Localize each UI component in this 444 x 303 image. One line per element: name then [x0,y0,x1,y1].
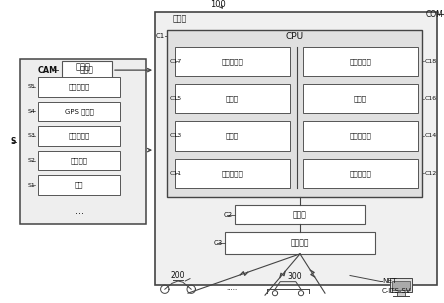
Bar [62,61,112,79]
Text: C11: C11 [170,171,182,176]
Bar [397,292,405,296]
Text: S5: S5 [27,84,35,89]
Bar [38,175,120,195]
Bar [175,158,290,188]
Text: C16: C16 [425,96,437,101]
Bar [303,121,418,151]
Bar [303,47,418,76]
Text: C-ITS-SV: C-ITS-SV [382,288,412,294]
Text: 摄像机: 摄像机 [80,66,94,75]
Text: 确定部: 确定部 [226,95,239,102]
Bar [303,84,418,113]
Text: CAM: CAM [38,66,58,75]
Text: 传感器: 传感器 [75,63,91,72]
Text: GPS 传感器: GPS 传感器 [64,108,93,115]
Bar [20,59,146,225]
Text: 200: 200 [171,271,185,280]
Bar [235,205,365,225]
Text: S2: S2 [27,158,35,163]
Bar [303,158,418,188]
Text: CPU: CPU [285,32,304,41]
Text: ···: ··· [75,210,83,220]
Text: 通信装置: 通信装置 [291,238,309,248]
Text: C17: C17 [170,59,182,64]
Bar [175,121,290,151]
Text: 速度传感器: 速度传感器 [68,84,90,90]
Text: 方位传感器: 方位传感器 [68,133,90,139]
Text: 报告部: 报告部 [354,95,367,102]
Text: C15: C15 [170,96,182,101]
Text: C1: C1 [156,33,165,39]
Text: C2: C2 [224,211,233,218]
Text: C18: C18 [425,59,437,64]
Text: 位置比较部: 位置比较部 [349,133,372,139]
Text: S4: S4 [27,109,35,114]
Bar [167,30,422,197]
Text: 图像处理部: 图像处理部 [222,58,243,65]
Text: 300: 300 [288,272,302,281]
Text: .....: ..... [226,285,238,291]
Bar [392,281,410,290]
Bar [225,232,375,254]
Bar [38,126,120,146]
Text: 车辆控制部: 车辆控制部 [349,58,372,65]
Bar [38,102,120,121]
Bar [38,77,120,97]
Bar [155,12,437,285]
Bar [175,84,290,113]
Text: 雷达: 雷达 [75,182,83,188]
Text: C14: C14 [425,133,437,138]
Text: S: S [11,137,16,146]
Text: NET: NET [382,278,396,285]
Bar [390,278,412,292]
Text: 判定部: 判定部 [226,133,239,139]
Text: 存储器: 存储器 [293,210,307,219]
Text: 光学雷达: 光学雷达 [71,157,87,164]
Bar [175,47,290,76]
Text: COM: COM [425,10,443,18]
Text: 速度比较部: 速度比较部 [349,170,372,177]
Text: 计算机: 计算机 [173,15,187,24]
Text: 信息获取部: 信息获取部 [222,170,243,177]
Bar [38,151,120,170]
Text: 100: 100 [210,0,226,9]
Text: S1: S1 [27,183,35,188]
Text: S3: S3 [27,133,35,138]
Text: C3: C3 [214,240,223,246]
Text: C13: C13 [170,133,182,138]
Text: C12: C12 [425,171,437,176]
